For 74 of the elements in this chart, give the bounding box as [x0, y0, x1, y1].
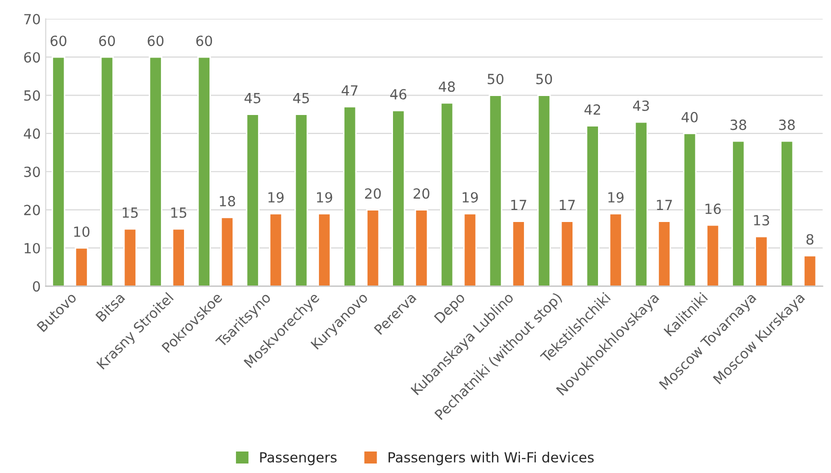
data-label: 15	[122, 208, 138, 218]
bar	[754, 236, 768, 286]
data-label: 19	[608, 192, 624, 203]
y-tick-label: 70	[24, 14, 40, 24]
bar	[74, 247, 88, 286]
data-label: 38	[779, 120, 795, 130]
y-tick-label: 30	[24, 166, 40, 178]
bar	[803, 254, 817, 286]
y-tick-label: 50	[24, 90, 40, 101]
data-label: 50	[536, 74, 552, 84]
y-tick-label: 60	[24, 52, 40, 63]
bar	[414, 209, 428, 286]
data-label: 19	[268, 192, 284, 203]
bar	[560, 220, 574, 286]
bar	[220, 216, 234, 286]
data-label: 48	[438, 81, 455, 92]
bar	[657, 220, 672, 286]
data-label: 45	[244, 93, 260, 104]
data-label: 47	[342, 85, 358, 96]
data-label: 20	[414, 188, 430, 199]
bar	[463, 212, 477, 286]
data-label: 17	[656, 200, 672, 210]
data-label: 60	[50, 36, 66, 46]
y-tick-label: 40	[24, 128, 40, 139]
data-label: 43	[633, 100, 649, 111]
bar	[732, 140, 746, 286]
data-label: 19	[317, 192, 332, 203]
bar	[586, 125, 600, 286]
y-tick-label: 0	[32, 281, 40, 292]
data-label: 46	[390, 89, 406, 100]
bar	[172, 228, 186, 286]
bar	[123, 228, 137, 286]
data-label: 40	[682, 112, 698, 122]
bar	[343, 106, 357, 286]
bar	[634, 121, 648, 286]
data-label: 16	[706, 204, 721, 214]
bar	[780, 140, 794, 286]
legend-label: Passengers	[260, 452, 337, 466]
data-label: 18	[220, 196, 236, 206]
data-label: 60	[196, 36, 212, 46]
data-label: 15	[171, 208, 186, 218]
data-label: 60	[148, 36, 164, 46]
data-label: 13	[754, 215, 770, 226]
bar	[148, 56, 162, 286]
data-label: 17	[511, 200, 526, 210]
data-label: 17	[560, 200, 575, 210]
bar	[682, 132, 697, 286]
data-label: 60	[99, 36, 115, 46]
data-label: 50	[488, 74, 504, 84]
bar	[488, 94, 502, 286]
data-label: 38	[730, 120, 746, 130]
bar	[608, 212, 622, 286]
bar	[318, 212, 332, 286]
bar	[512, 220, 526, 286]
data-label: 19	[462, 192, 478, 203]
data-label: 45	[293, 93, 309, 104]
legend-label: Passengers with Wi-Fi devices	[388, 452, 594, 466]
bar	[269, 212, 283, 286]
y-tick-label: 10	[24, 242, 40, 254]
y-tick-label: 20	[24, 204, 40, 216]
bar	[440, 102, 454, 286]
bar	[537, 94, 551, 286]
data-label: 8	[806, 234, 814, 245]
data-label: 20	[365, 188, 381, 199]
bar	[197, 56, 211, 286]
bar	[52, 56, 66, 286]
data-label: 42	[584, 104, 600, 115]
data-label: 10	[74, 226, 90, 237]
bar	[100, 56, 114, 286]
bar	[246, 114, 260, 286]
bar	[294, 114, 308, 286]
bar	[392, 110, 406, 286]
bar	[366, 209, 380, 286]
bar	[706, 224, 720, 286]
